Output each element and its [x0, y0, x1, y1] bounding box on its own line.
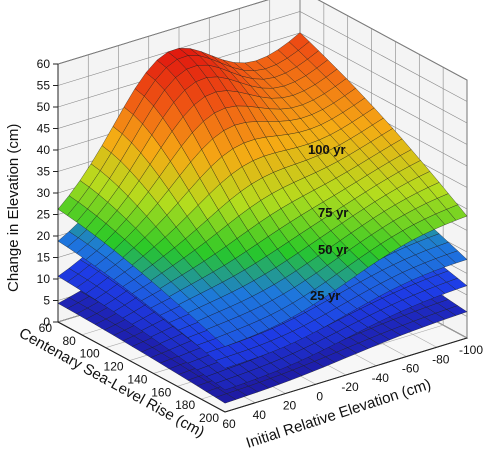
surface-label-100-yr: 100 yr — [308, 142, 346, 157]
z-tick-label: 15 — [37, 251, 51, 265]
y-axis-line — [57, 321, 226, 413]
x-tick-label: -40 — [372, 371, 390, 385]
y-tick-label: 120 — [104, 360, 124, 374]
y-tick-label: 60 — [39, 321, 53, 335]
z-tick-label: 25 — [37, 208, 51, 222]
surface-100-yr — [57, 32, 468, 347]
surface-label-50-yr: 50 yr — [318, 242, 348, 257]
z-tick-label: 10 — [37, 272, 51, 286]
x-tick-label: 20 — [283, 399, 297, 413]
x-tick-label: -80 — [432, 352, 450, 366]
y-tick-label: 160 — [151, 385, 171, 399]
z-tick-label: 60 — [37, 57, 51, 71]
z-tick-label: 40 — [37, 143, 51, 157]
x-tick-label: 60 — [222, 417, 236, 431]
y-tick-label: 100 — [80, 347, 100, 361]
z-gridline — [57, 0, 468, 81]
x-tick-label: 40 — [253, 408, 267, 422]
z-axis-title: Change in Elevation (cm) — [5, 124, 22, 292]
surface-label-75-yr: 75 yr — [318, 205, 348, 220]
z-tick-label: 55 — [37, 79, 51, 93]
x-axis-line — [224, 337, 468, 413]
surface-cell — [446, 278, 468, 290]
y-tick-label: 140 — [127, 372, 147, 386]
z-tick-label: 20 — [37, 229, 51, 243]
surface-label-25-yr: 25 yr — [310, 288, 340, 303]
z-tick-label: 35 — [37, 165, 51, 179]
y-tick-label: 200 — [199, 411, 219, 425]
x-tick-label: -60 — [402, 362, 420, 376]
z-tick-label: 0 — [43, 315, 50, 329]
surface-cell — [446, 305, 468, 316]
surface-cell — [446, 250, 468, 264]
y-tick-label: 180 — [175, 398, 195, 412]
y-tick-label: 80 — [62, 334, 76, 348]
x-tick-label: 0 — [316, 389, 323, 403]
z-tick-label: 5 — [43, 294, 50, 308]
x-tick-label: -100 — [459, 343, 483, 357]
surface-cell — [446, 204, 468, 221]
z-tick-label: 50 — [37, 100, 51, 114]
x-tick-label: -20 — [341, 380, 359, 394]
z-tick-label: 45 — [37, 122, 51, 136]
chart-surfaces: 25 yr 50 yr 75 yr 100 yr — [57, 32, 468, 404]
z-tick-label: 30 — [37, 186, 51, 200]
